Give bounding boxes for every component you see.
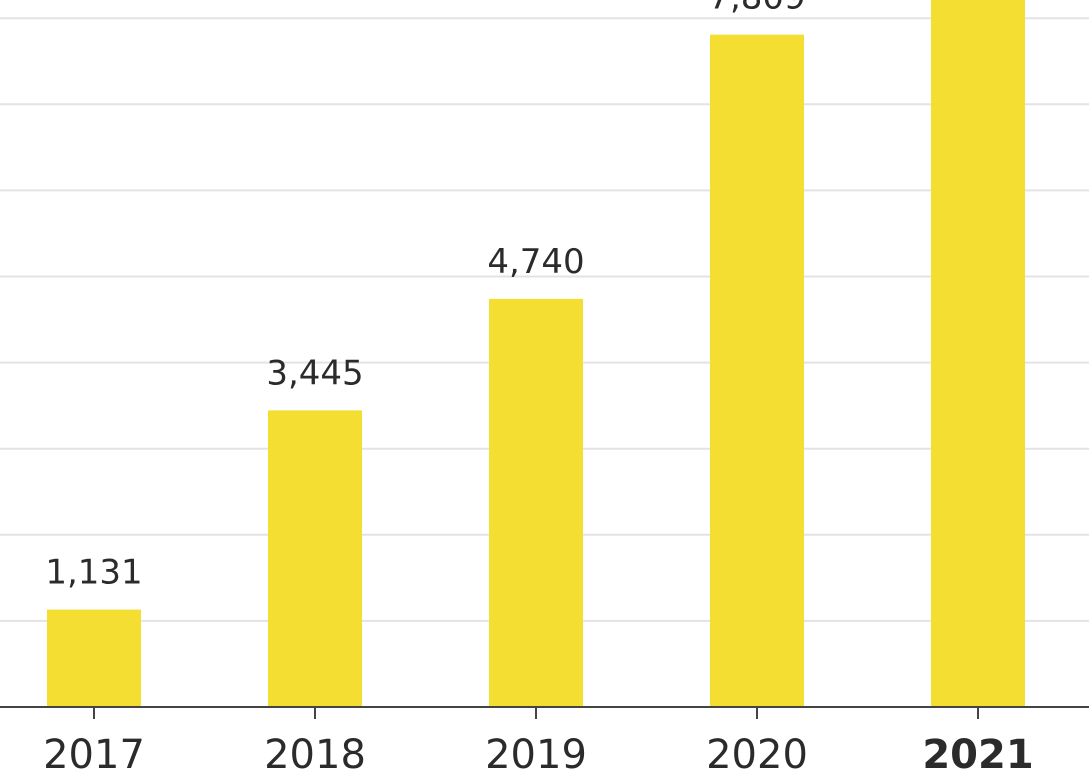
category-label-2019: 2019 bbox=[485, 732, 587, 778]
value-label-2019: 4,740 bbox=[487, 242, 584, 282]
value-label-2018: 3,445 bbox=[266, 353, 363, 393]
bars bbox=[47, 0, 1025, 708]
x-axis bbox=[0, 706, 1089, 719]
labels: 1,13120173,44520184,74020197,80920208,83… bbox=[43, 0, 1034, 778]
value-label-2020: 7,809 bbox=[708, 0, 805, 18]
category-label-2017: 2017 bbox=[43, 732, 145, 778]
bar-2020 bbox=[710, 34, 804, 708]
category-label-2021: 2021 bbox=[922, 732, 1033, 778]
bar-2019 bbox=[489, 298, 583, 707]
category-label-2018: 2018 bbox=[264, 732, 366, 778]
bar-2021 bbox=[931, 0, 1025, 708]
value-label-2017: 1,131 bbox=[45, 553, 142, 593]
category-label-2020: 2020 bbox=[706, 732, 808, 778]
bar-2017 bbox=[47, 609, 141, 707]
bar-2018 bbox=[268, 410, 362, 707]
